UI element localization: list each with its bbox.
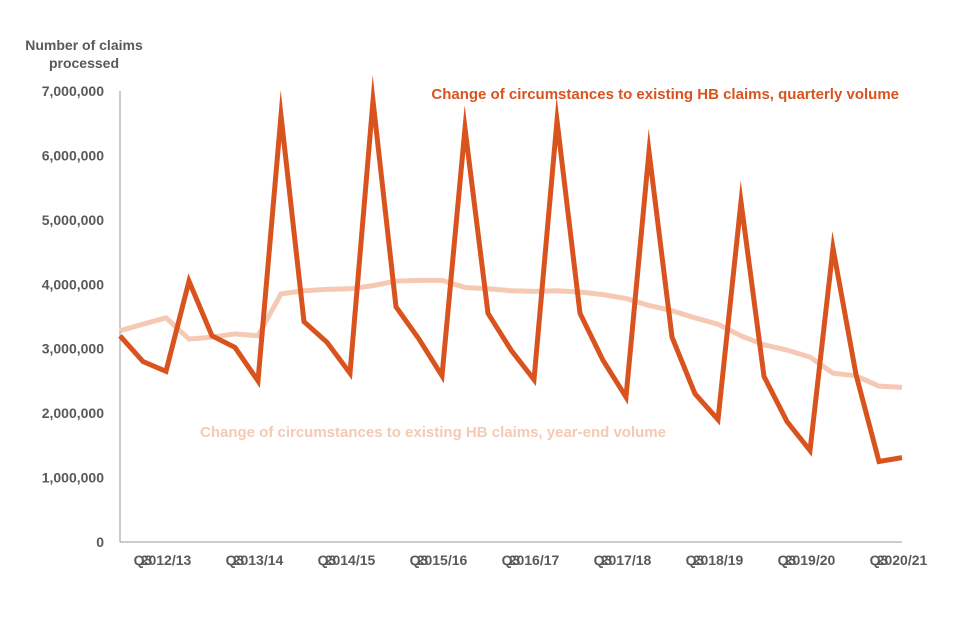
x-tick-label: Q3 [410, 552, 429, 568]
y-tick-label: 4,000,000 [42, 276, 104, 292]
series-lines [118, 75, 903, 465]
x-tick-label: 2017/18 [601, 552, 652, 568]
y-tick-label: 5,000,000 [42, 212, 104, 228]
y-axis-title: Number of claims processed [25, 37, 143, 71]
x-tick-label: 2014/15 [325, 552, 376, 568]
quarterly-series-label: Change of circumstances to existing HB c… [431, 86, 899, 103]
y-tick-label: 2,000,000 [42, 405, 104, 421]
axes [119, 91, 902, 543]
y-tick-label: 3,000,000 [42, 341, 104, 357]
x-tick-label: Q3 [594, 552, 613, 568]
x-tick-label: Q3 [134, 552, 153, 568]
y-axis-title-line: Number of claims [25, 37, 143, 53]
x-tick-label: 2020/21 [877, 552, 928, 568]
x-tick-label: 2015/16 [417, 552, 468, 568]
year-end-volume-line [119, 277, 903, 390]
y-tick-label: 0 [96, 534, 104, 550]
x-tick-label: 2013/14 [233, 552, 284, 568]
series-labels: Change of circumstances to existing HB c… [200, 86, 899, 441]
year-end-series-label: Change of circumstances to existing HB c… [200, 424, 666, 441]
x-tick-label: Q3 [502, 552, 521, 568]
y-axis-tick-labels: 0 1,000,000 2,000,000 3,000,000 4,000,000 5,0… [42, 83, 105, 550]
quarterly-volume-line [118, 75, 903, 465]
y-tick-label: 7,000,000 [42, 83, 104, 99]
x-tick-label: 2016/17 [509, 552, 560, 568]
x-tick-label: 2019/20 [785, 552, 836, 568]
x-tick-label: 2018/19 [693, 552, 744, 568]
x-tick-label: 2012/13 [141, 552, 192, 568]
y-axis-title-line: processed [49, 55, 119, 71]
x-tick-label: Q3 [870, 552, 889, 568]
x-tick-label: Q3 [318, 552, 337, 568]
y-tick-label: 6,000,000 [42, 147, 104, 163]
x-tick-label: Q3 [686, 552, 705, 568]
x-tick-label: Q3 [778, 552, 797, 568]
x-tick-label: Q3 [226, 552, 245, 568]
y-tick-label: 1,000,000 [42, 470, 104, 486]
